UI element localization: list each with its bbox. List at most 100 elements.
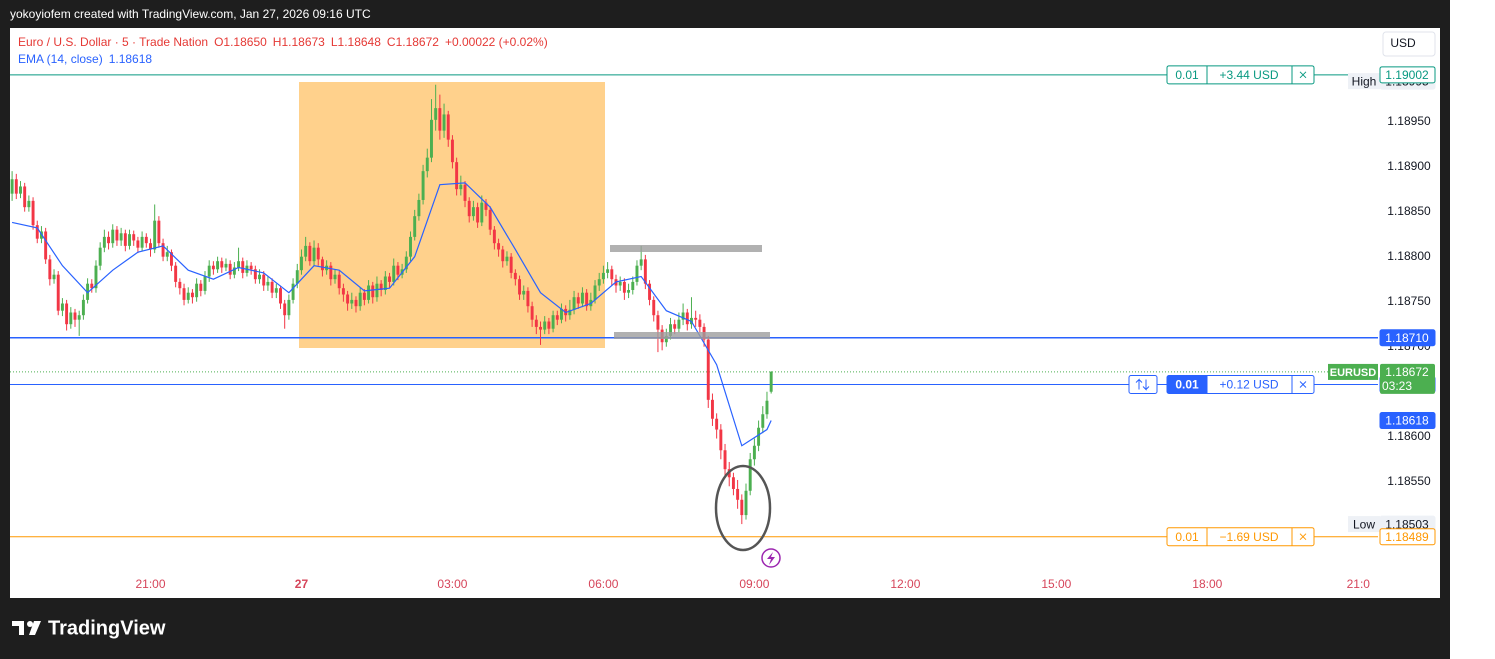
candle-body bbox=[505, 256, 509, 262]
order-panel[interactable] bbox=[1166, 65, 1315, 85]
candle-body bbox=[731, 477, 735, 489]
close-icon bbox=[1299, 533, 1307, 541]
candle-body bbox=[446, 114, 450, 140]
candle-body bbox=[677, 319, 681, 329]
y-tick-label: 1.18550 bbox=[1387, 474, 1431, 488]
candle-body bbox=[320, 259, 324, 271]
candle-body bbox=[174, 265, 178, 282]
candle-body bbox=[161, 243, 165, 257]
candle-body bbox=[706, 339, 710, 400]
candle-body bbox=[501, 249, 505, 262]
name-tag-box bbox=[1348, 516, 1380, 533]
last-box bbox=[1328, 363, 1378, 380]
order-pnl: +0.12 USD bbox=[1219, 378, 1278, 392]
candle-body bbox=[627, 289, 631, 293]
candle-body bbox=[484, 202, 488, 210]
candle-body bbox=[31, 200, 35, 226]
header: yokoyiofem created with TradingView.com,… bbox=[10, 7, 371, 21]
order-pnl: +3.44 USD bbox=[1219, 68, 1278, 82]
candle-body bbox=[543, 321, 547, 330]
candle-body bbox=[530, 306, 534, 320]
legend-change: +0.00022 (+0.02%) bbox=[445, 35, 548, 49]
candle-body bbox=[757, 427, 761, 446]
candle-body bbox=[555, 315, 559, 320]
candle-body bbox=[652, 299, 656, 316]
candle-body bbox=[471, 207, 475, 217]
candle-body bbox=[123, 233, 127, 246]
brand: TradingView bbox=[48, 617, 166, 639]
candle-body bbox=[73, 312, 77, 320]
candle-body bbox=[111, 229, 115, 244]
candle-body bbox=[593, 285, 597, 300]
candle-body bbox=[77, 315, 81, 320]
candle-body bbox=[337, 274, 341, 289]
reverse-icon bbox=[1135, 378, 1150, 391]
candle-body bbox=[362, 292, 366, 300]
candle-body bbox=[492, 229, 496, 244]
price-label: 1.18503 bbox=[1385, 517, 1429, 531]
candle-body bbox=[467, 200, 471, 217]
candle-body bbox=[685, 312, 689, 325]
candle-body bbox=[211, 265, 215, 270]
candle-body bbox=[740, 499, 744, 516]
candle-body bbox=[610, 269, 614, 280]
reverse-button[interactable] bbox=[1128, 375, 1158, 395]
candle-body bbox=[169, 252, 173, 266]
candle-body bbox=[656, 315, 660, 330]
x-tick-label: 18:00 bbox=[1192, 577, 1222, 591]
y-tick-label: 1.18850 bbox=[1387, 204, 1431, 218]
zone-box bbox=[299, 82, 605, 348]
candle-body bbox=[253, 269, 257, 280]
legend-open: O1.18650 bbox=[214, 35, 267, 49]
candle-body bbox=[631, 281, 635, 290]
candle-body bbox=[19, 186, 22, 194]
candle-body bbox=[258, 274, 261, 280]
candle-body bbox=[90, 283, 94, 289]
series-layer bbox=[10, 74, 1378, 538]
indicator-value: 1.18618 bbox=[109, 52, 153, 66]
candle-body bbox=[698, 319, 702, 327]
last-price-box bbox=[1380, 363, 1435, 394]
indicator-legend: EMA (14, close) 1.18618 bbox=[18, 52, 152, 66]
y-tick-label: 1.18600 bbox=[1387, 429, 1431, 443]
candle-body bbox=[392, 265, 396, 282]
candle-body bbox=[648, 283, 652, 300]
candle-body bbox=[744, 490, 748, 516]
candle-body bbox=[379, 283, 383, 290]
legend-title: Euro / U.S. Dollar · 5 · Trade Nation bbox=[18, 35, 208, 49]
candle-body bbox=[572, 297, 576, 310]
legend: Euro / U.S. Dollar · 5 · Trade Nation O1.… bbox=[18, 35, 548, 49]
candle-body bbox=[224, 263, 228, 268]
candle-body bbox=[639, 259, 643, 266]
candle-body bbox=[509, 256, 513, 273]
last-price: 1.18672 bbox=[1385, 365, 1429, 379]
candle-body bbox=[304, 245, 308, 257]
circle-drawing bbox=[714, 464, 772, 552]
candle-body bbox=[409, 236, 412, 257]
candle-body bbox=[622, 281, 626, 293]
candle-body bbox=[279, 288, 282, 304]
price-label: 1.18618 bbox=[1385, 414, 1429, 428]
candle-body bbox=[119, 233, 123, 241]
candle-body bbox=[618, 281, 622, 286]
currency-button[interactable] bbox=[1382, 31, 1436, 57]
price-label-box bbox=[1379, 66, 1436, 84]
candle-body bbox=[430, 119, 433, 158]
candle-body bbox=[371, 285, 375, 298]
price-label-box bbox=[1379, 412, 1436, 430]
candle-body bbox=[69, 312, 73, 325]
order-panel[interactable] bbox=[1166, 527, 1315, 547]
indicator-name: EMA (14, close) bbox=[18, 52, 103, 66]
candle-body bbox=[606, 269, 610, 273]
candle-body bbox=[98, 247, 102, 266]
price-label-box bbox=[1379, 329, 1436, 347]
candle-body bbox=[526, 290, 530, 307]
candle-body bbox=[182, 288, 186, 300]
candle-body bbox=[140, 236, 144, 248]
candle-body bbox=[421, 171, 425, 200]
candle-body bbox=[350, 299, 354, 304]
candle-body bbox=[329, 265, 333, 280]
candle-body bbox=[480, 202, 484, 223]
candle-body bbox=[274, 288, 278, 293]
candle-body bbox=[635, 265, 639, 282]
